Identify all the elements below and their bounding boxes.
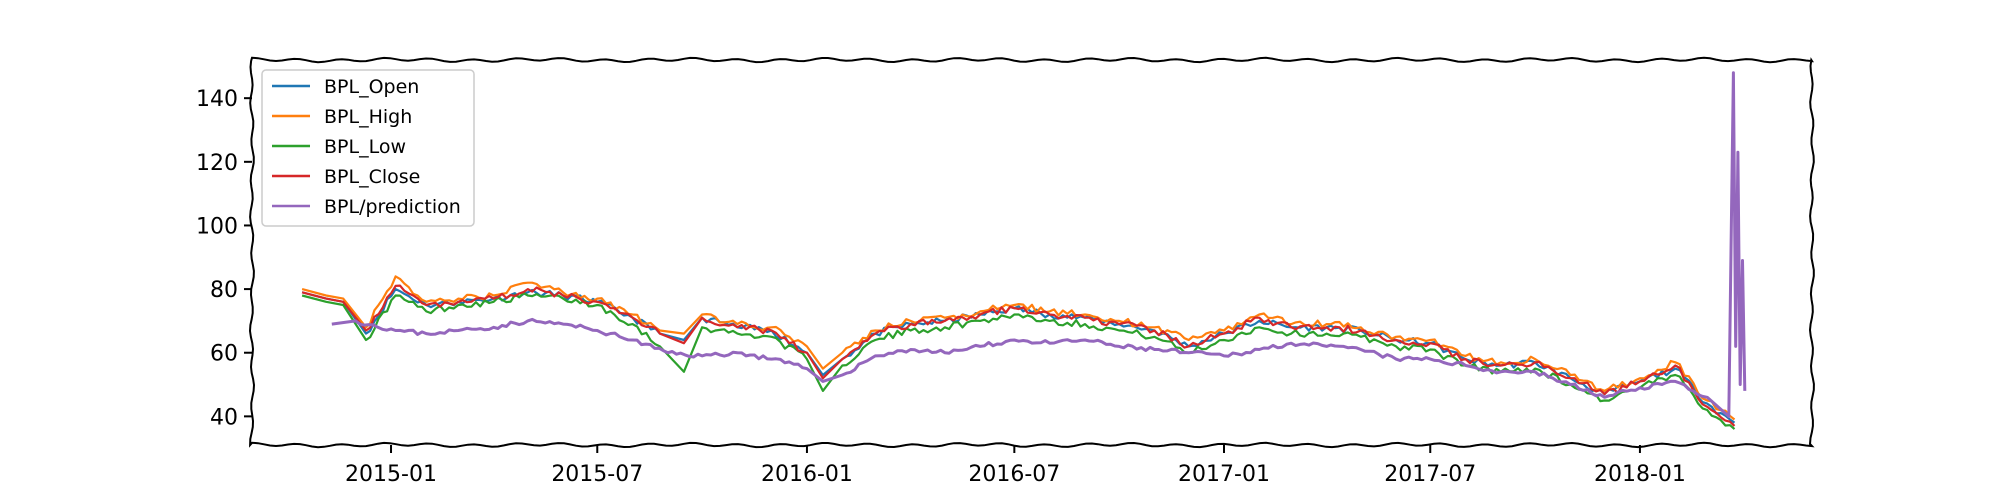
legend: BPL_Open BPL_High BPL_Low BPL_Close BPL/pred…: [261, 69, 475, 227]
series-layer: [301, 71, 1747, 430]
y-tick-label: 40: [210, 405, 238, 430]
y-tick-label: 140: [196, 87, 238, 112]
x-tick-label: 2016-07: [968, 462, 1060, 487]
x-tick-label: 2018-01: [1594, 462, 1686, 487]
x-tick-label: 2016-01: [761, 462, 853, 487]
legend-label: BPL_Open: [324, 76, 419, 98]
legend-label: BPL/prediction: [324, 196, 461, 218]
x-tick-label: 2015-01: [345, 462, 437, 487]
legend-label: BPL_Low: [324, 136, 406, 158]
plot-frame: [248, 56, 1815, 449]
x-tick-label: 2015-07: [551, 462, 643, 487]
legend-label: BPL_Close: [324, 166, 420, 188]
series-line-3: [301, 284, 1736, 427]
x-tick-label: 2017-01: [1178, 462, 1270, 487]
axis-ticks: 40 60 80 100 120 140 2015-01 2015-07 2016-01 2016…: [196, 87, 1686, 487]
legend-label: BPL_High: [324, 106, 412, 128]
series-line-4: [331, 71, 1747, 418]
y-tick-label: 120: [196, 151, 238, 176]
y-tick-label: 80: [210, 278, 238, 303]
x-tick-label: 2017-07: [1384, 462, 1476, 487]
y-tick-label: 60: [210, 342, 238, 367]
y-tick-label: 100: [196, 214, 238, 239]
legend-box: [261, 69, 475, 227]
